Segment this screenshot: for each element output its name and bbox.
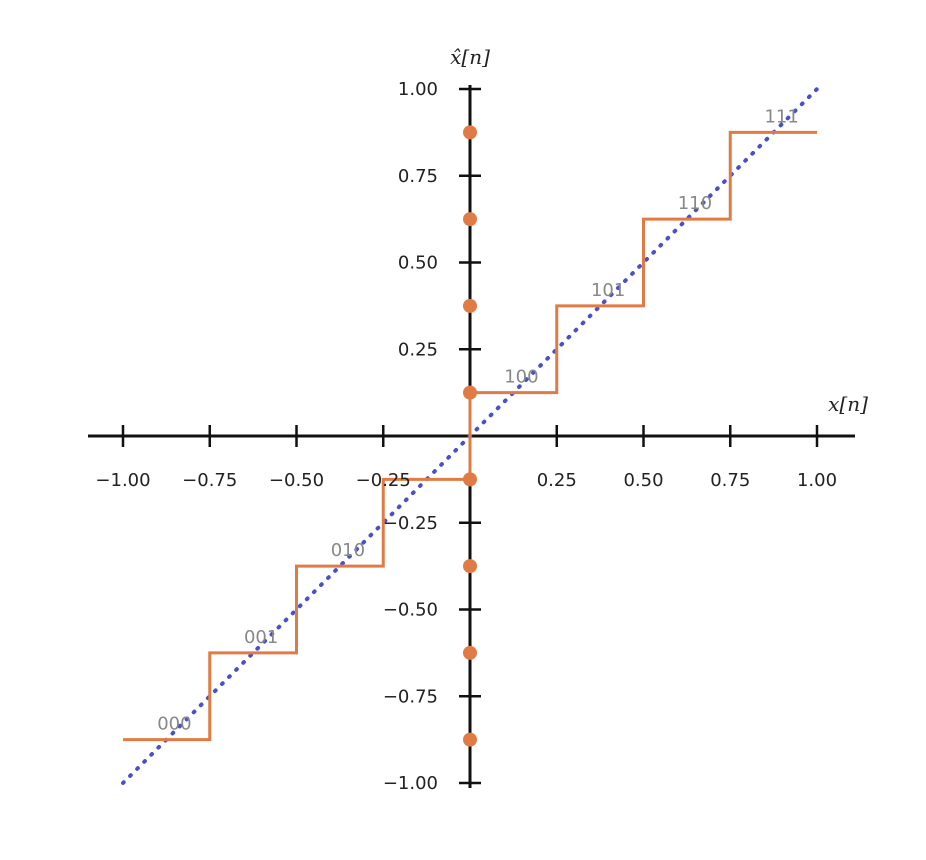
quantization-levels: [463, 125, 477, 747]
code-label: 001: [244, 627, 278, 648]
level-point: [463, 645, 477, 660]
tick-labels: −1.00 −0.75 −0.50 −0.25 0.25 0.50 0.75 1.00 1.00…: [95, 79, 837, 794]
x-tick-label: 0.25: [537, 470, 577, 491]
code-label: 000: [157, 714, 191, 735]
x-tick-label: 0.50: [623, 470, 663, 491]
level-point: [463, 472, 477, 487]
quantizer-steps: [123, 130, 817, 742]
y-tick-label: 0.25: [398, 339, 438, 360]
y-tick-label: −1.00: [383, 773, 438, 794]
level-point: [463, 732, 477, 747]
y-tick-label: −0.75: [383, 686, 438, 707]
y-tick-label: 0.75: [398, 166, 438, 187]
y-axis-title: x̂[n]: [450, 45, 490, 69]
y-tick-label: −0.25: [383, 513, 438, 534]
y-tick-label: 0.50: [398, 253, 438, 274]
y-tick-label: 1.00: [398, 79, 438, 100]
code-labels: 000 001 010 100 101 110 111: [157, 106, 799, 734]
level-point: [463, 298, 477, 313]
quantizer-staircase: [123, 130, 817, 742]
code-label: 010: [331, 540, 365, 561]
x-axis-title: x[n]: [828, 392, 868, 416]
level-point: [463, 385, 477, 400]
code-label: 111: [764, 106, 798, 127]
code-label: 100: [504, 367, 538, 388]
level-point: [463, 212, 477, 227]
x-tick-label: −0.25: [356, 470, 411, 491]
x-tick-label: 0.75: [710, 470, 750, 491]
y-tick-label: −0.50: [383, 600, 438, 621]
x-tick-label: −0.50: [269, 470, 324, 491]
x-tick-label: −1.00: [95, 470, 150, 491]
level-point: [463, 125, 477, 140]
code-label: 101: [591, 280, 625, 301]
x-tick-label: 1.00: [797, 470, 837, 491]
code-label: 110: [678, 193, 712, 214]
x-tick-label: −0.75: [182, 470, 237, 491]
level-point: [463, 559, 477, 574]
